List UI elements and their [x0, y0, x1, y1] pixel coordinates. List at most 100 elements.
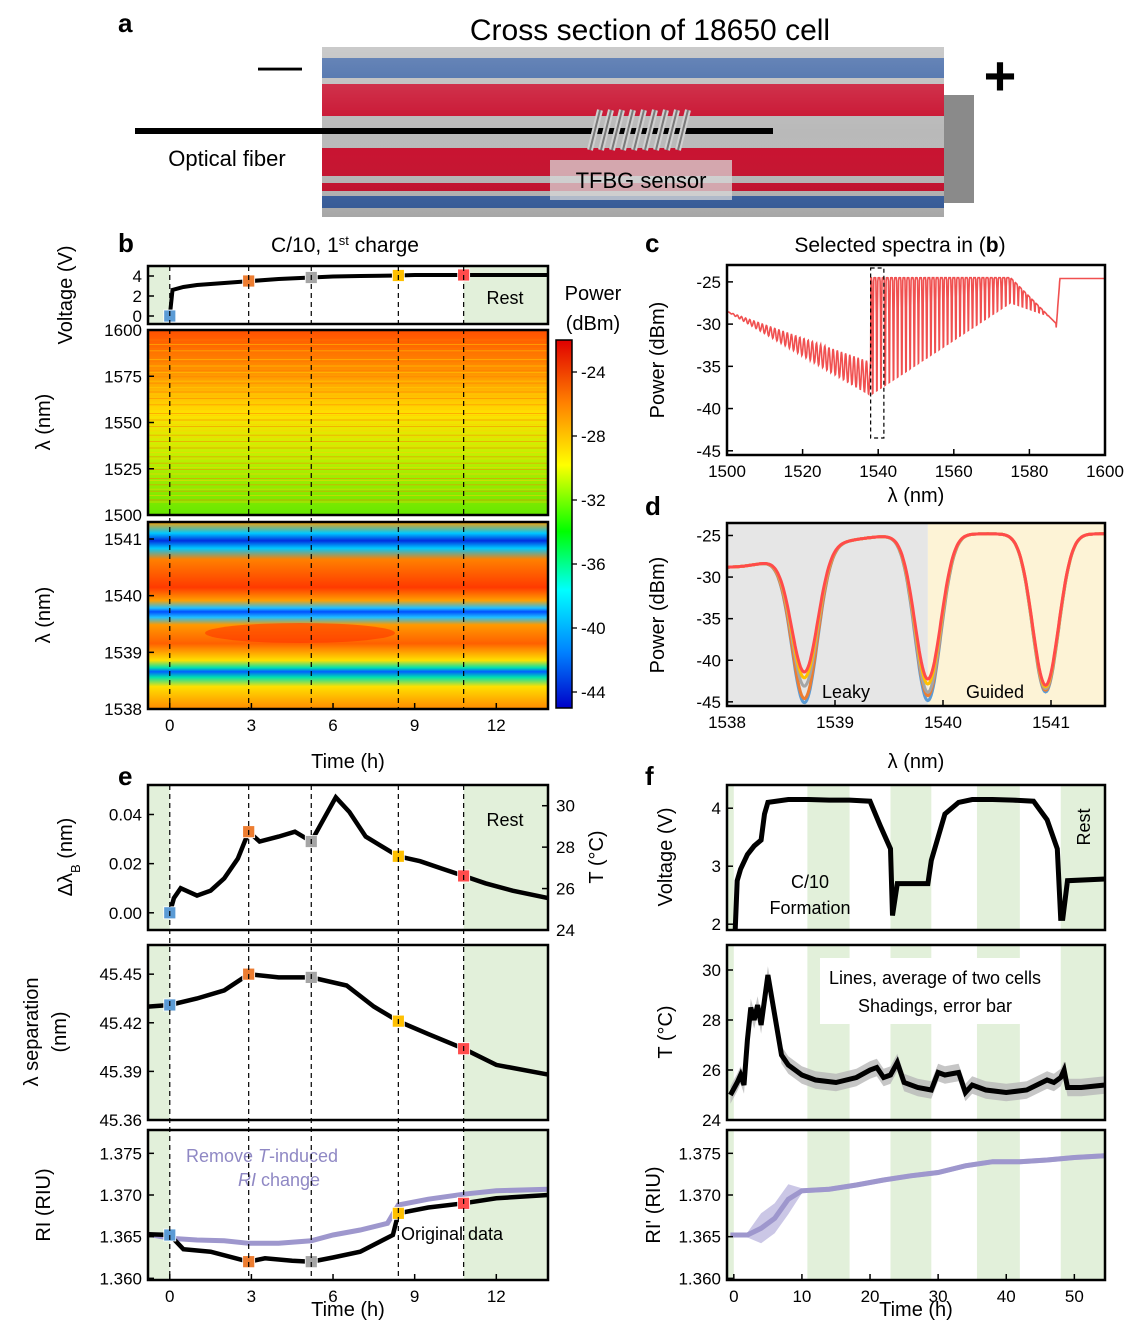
e-bot-y-tick-label: 1.360 — [99, 1269, 142, 1288]
b-map1-y-tick-label: 1500 — [104, 506, 142, 525]
b-title: C/10, 1st charge — [271, 233, 419, 258]
f-note-c10: C/10 — [791, 872, 829, 892]
panel-label-b: b — [118, 228, 134, 258]
e-event-lines — [169, 785, 465, 1280]
d-ylabel: Power (dBm) — [647, 557, 669, 674]
f-mid-plot: Lines, average of two cells Shadings, er… — [655, 943, 1107, 1130]
e-bot-plot: Remove T-induced RI change Original data… — [33, 1128, 550, 1321]
b-heatmap-zoom-frame — [146, 520, 550, 711]
e-top-y2-tick-label: 26 — [556, 880, 575, 899]
e-top-frame — [146, 783, 550, 932]
d-x-tick-label: 1540 — [924, 713, 962, 732]
f-ri-error-band — [730, 1153, 1105, 1244]
e-mid-frame — [146, 943, 550, 1122]
b-map2-x-tick-label: 12 — [487, 716, 506, 735]
e-bot-x-tick-label: 3 — [247, 1287, 256, 1306]
f-rest-shade — [890, 1130, 932, 1280]
d-y-tick-label: -30 — [696, 568, 721, 587]
b-heatmap-full-field — [148, 330, 548, 515]
panel-b: b C/10, 1st charge Rest 024 Voltage (V) … — [33, 228, 622, 773]
f-temp-series — [728, 974, 1106, 1098]
d-y-tick-label: -40 — [696, 651, 721, 670]
b-voltage-frame — [146, 264, 550, 326]
b-heatmap-zoom-ylabel: λ (nm) — [33, 587, 55, 644]
e-bot-frame — [146, 1128, 550, 1282]
f-voltage-series — [732, 797, 1106, 931]
colorbar-tick-label: -36 — [581, 555, 606, 574]
d-spectrum-series — [727, 532, 1105, 687]
b-heatmap-zoom-hotspot — [205, 623, 395, 643]
f-initial-shade — [727, 785, 734, 930]
b-voltage-plot: Rest 024 Voltage (V) — [55, 246, 550, 345]
e-mid-ylabel-unit: (nm) — [49, 1011, 71, 1052]
d-x-tick-label: 1539 — [816, 713, 854, 732]
d-spectra — [727, 532, 1105, 705]
f-bot-frame — [725, 1128, 1107, 1282]
panel-f: f C/10 Formation Rest 2 3 4 Voltage (V) Li… — [643, 761, 1107, 1321]
fiber-label: Optical fiber — [168, 146, 285, 171]
e-bot-x-tick-label: 12 — [487, 1287, 506, 1306]
e-mid-plot: 45.36 45.39 45.42 45.45 λ separation (nm) — [21, 943, 550, 1130]
panel-a: a Cross section of 18650 cell — + Optica… — [118, 8, 1016, 217]
c-y-tick-label: -25 — [696, 273, 721, 292]
b-map2-y-tick-label: 1540 — [104, 587, 142, 606]
d-y-tick-label: -35 — [696, 610, 721, 629]
f-bot-x-tick-label: 30 — [929, 1287, 948, 1306]
b-heatmap-full-ylabel: λ (nm) — [33, 394, 55, 451]
colorbar-label-2: (dBm) — [566, 313, 620, 335]
plus-sign: + — [984, 44, 1017, 107]
panel-label-a: a — [118, 8, 133, 38]
panel-label-e: e — [118, 761, 132, 791]
b-map2-x-tick-label: 9 — [410, 716, 419, 735]
d-leaky-label: Leaky — [822, 682, 870, 702]
b-heatmap-zoom-field — [148, 522, 548, 709]
f-top-y-tick-label: 2 — [712, 915, 721, 934]
e-bot-ylabel: RI (RIU) — [33, 1168, 55, 1241]
panel-c: c Selected spectra in (b) -25 -30 -35 -40 -4… — [645, 228, 1124, 507]
c-y-tick-label: -30 — [696, 315, 721, 334]
f-top-y-tick-label: 3 — [712, 857, 721, 876]
sensor-label-box — [550, 160, 732, 200]
b-map1-y-tick-label: 1550 — [104, 414, 142, 433]
f-rest-shade — [890, 785, 932, 930]
f-mid-y-tick-label: 30 — [702, 961, 721, 980]
e-bot-series-original — [147, 1192, 549, 1265]
c-frame — [725, 263, 1107, 457]
e-top-plot: Rest 0.00 0.02 0.04 24 26 28 30 ΔλB (nm) T (°C… — [55, 783, 608, 940]
f-top-y-tick-label: 4 — [712, 799, 721, 818]
c-y-tick-label: -40 — [696, 400, 721, 419]
b-event-lines — [169, 266, 465, 709]
f-top-frame — [725, 783, 1107, 932]
d-y-tick-label: -45 — [696, 693, 721, 712]
e-top-y2-tick-label: 28 — [556, 838, 575, 857]
b-map2-x-tick-label: 3 — [247, 716, 256, 735]
b-voltage-y-tick-label: 2 — [133, 287, 142, 306]
f-rest-shade — [807, 1130, 850, 1280]
b-voltage-y-tick-label: 0 — [133, 307, 142, 326]
f-rest-shade — [1060, 1130, 1105, 1280]
f-top-ylabel: Voltage (V) — [655, 808, 677, 907]
f-note-rest: Rest — [1074, 808, 1094, 845]
e-top-y2-tick-label: 24 — [556, 921, 575, 940]
f-rest-shade — [976, 1130, 1020, 1280]
f-bot-x-tick-label: 40 — [997, 1287, 1016, 1306]
f-rest-shade — [807, 785, 850, 930]
b-voltage-ylabel: Voltage (V) — [55, 246, 77, 345]
e-top-y-tick-label: 0.00 — [109, 904, 142, 923]
e-bot-x-tick-label: 0 — [165, 1287, 174, 1306]
e-bot-x-tick-label: 9 — [410, 1287, 419, 1306]
d-x-tick-label: 1541 — [1032, 713, 1070, 732]
f-rest-shade — [976, 785, 1020, 930]
e-bot-black-note: Original data — [401, 1224, 504, 1244]
b-colorbar: Power (dBm) -24 -28 -32 -36 -40 -44 — [555, 283, 622, 709]
c-title: Selected spectra in (b) — [794, 234, 1005, 257]
e-top-active-region — [169, 785, 464, 930]
f-note-formation: Formation — [769, 898, 850, 918]
f-bot-y-tick-label: 1.370 — [678, 1186, 721, 1205]
e-top-ylabel: ΔλB (nm) — [55, 818, 83, 897]
e-mid-y-tick-label: 45.45 — [99, 965, 142, 984]
d-guided-label: Guided — [966, 682, 1024, 702]
